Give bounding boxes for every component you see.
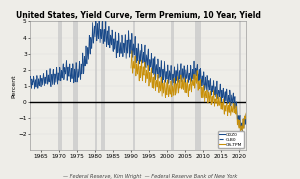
Bar xyxy=(95,21,97,150)
Bar xyxy=(73,21,77,150)
Bar xyxy=(100,21,105,150)
Bar xyxy=(133,21,136,150)
Bar xyxy=(195,21,201,150)
Text: — Federal Reserve, Kim Wright  — Federal Reserve Bank of New York: — Federal Reserve, Kim Wright — Federal … xyxy=(63,174,237,179)
Bar xyxy=(239,21,241,150)
Title: United States, Yield Curve, Term Premium, 10 Year, Yield: United States, Yield Curve, Term Premium… xyxy=(16,11,260,20)
Y-axis label: Percent: Percent xyxy=(11,74,16,98)
Bar xyxy=(172,21,174,150)
Legend: G0Z0, G-B0, GS-TPM: G0Z0, G-B0, GS-TPM xyxy=(218,131,244,148)
Bar xyxy=(58,21,62,150)
